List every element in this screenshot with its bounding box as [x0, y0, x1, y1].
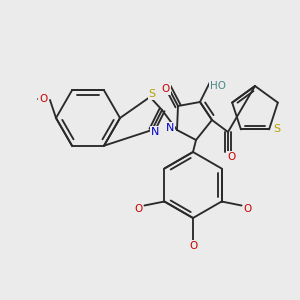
Text: O: O	[244, 205, 252, 214]
Text: N: N	[151, 127, 159, 137]
Text: O: O	[39, 94, 47, 104]
Text: S: S	[274, 124, 281, 134]
Text: HO: HO	[210, 81, 226, 91]
Text: O: O	[189, 241, 197, 251]
Text: S: S	[148, 89, 156, 99]
Text: N: N	[166, 123, 174, 133]
Text: O: O	[228, 152, 236, 162]
Text: O: O	[162, 84, 170, 94]
Text: O: O	[134, 205, 142, 214]
